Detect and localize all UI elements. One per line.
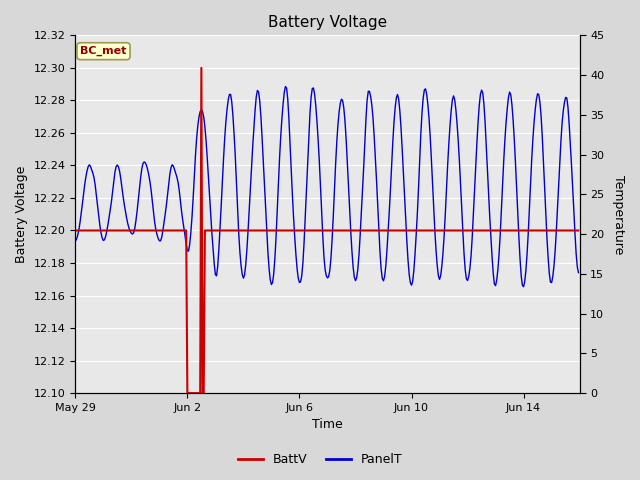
Legend: BattV, PanelT: BattV, PanelT xyxy=(232,448,408,471)
Title: Battery Voltage: Battery Voltage xyxy=(268,15,387,30)
Y-axis label: Battery Voltage: Battery Voltage xyxy=(15,166,28,263)
Y-axis label: Temperature: Temperature xyxy=(612,175,625,254)
X-axis label: Time: Time xyxy=(312,419,343,432)
Text: BC_met: BC_met xyxy=(81,46,127,56)
